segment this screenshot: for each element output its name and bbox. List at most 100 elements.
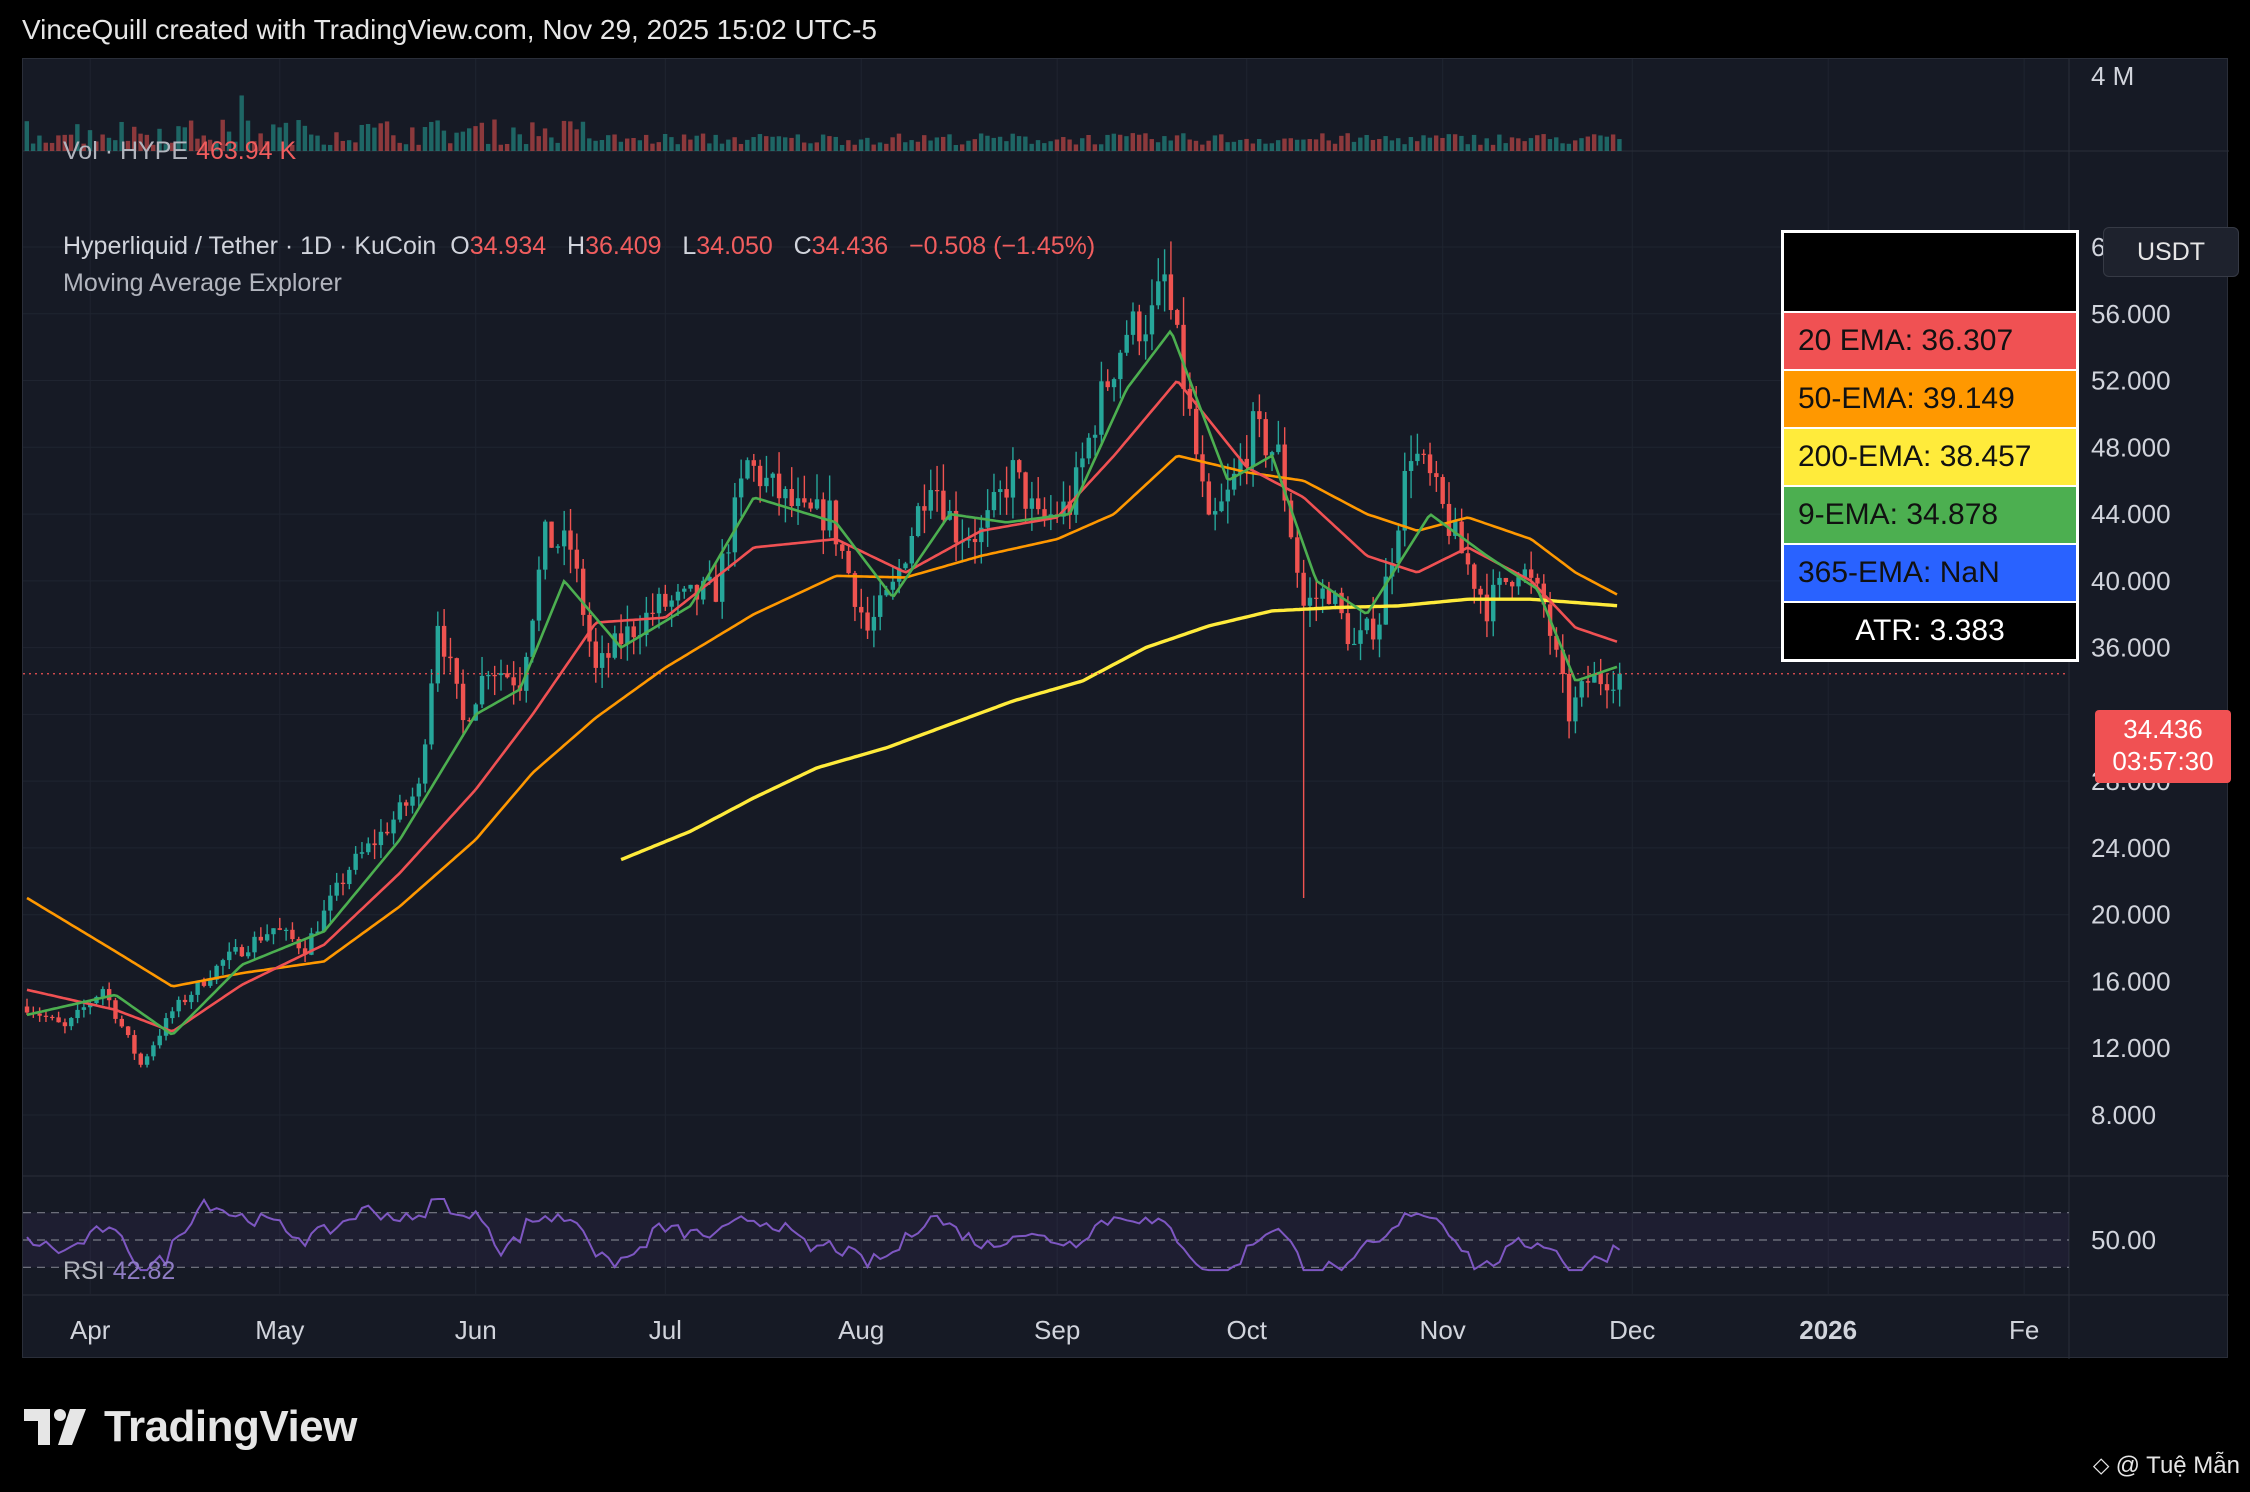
candle	[258, 927, 264, 944]
volume-bar	[915, 141, 921, 151]
candle	[1307, 577, 1313, 628]
volume-bar	[37, 135, 42, 151]
volume-bar	[1086, 134, 1091, 151]
candle	[1257, 394, 1262, 438]
candle	[359, 842, 365, 859]
rsi-line	[26, 1197, 1621, 1272]
candle	[182, 994, 188, 1006]
candle	[903, 561, 908, 571]
volume-bar	[1080, 138, 1085, 151]
candle	[290, 922, 295, 942]
volume-bar	[972, 139, 977, 151]
volume-bar	[1181, 133, 1186, 151]
volume-bar	[1099, 144, 1104, 151]
candle	[328, 885, 333, 923]
candle	[56, 1011, 61, 1023]
volume-bar	[801, 142, 807, 151]
volume-bar	[1061, 137, 1066, 151]
volume-bar	[606, 135, 611, 151]
volume-bar	[783, 137, 788, 151]
candle	[1042, 497, 1047, 527]
volume-bar	[1497, 134, 1502, 151]
volume-bar	[252, 141, 257, 151]
volume-bar	[1016, 136, 1022, 151]
candle	[189, 991, 194, 1009]
volume-bar	[1301, 139, 1306, 151]
candle	[1491, 569, 1496, 637]
rsi-label[interactable]: RSI 42.82	[63, 1257, 176, 1285]
rsi-axis-label: 50.00	[2091, 1225, 2156, 1255]
candle	[1440, 474, 1445, 509]
tradingview-logo[interactable]: TradingView	[24, 1402, 357, 1452]
volume-bar	[87, 130, 93, 151]
candle	[454, 657, 459, 699]
volume-bar	[580, 121, 586, 151]
candle	[934, 465, 940, 512]
volume-bar	[877, 142, 883, 151]
candle	[688, 584, 693, 592]
volume-bar	[81, 143, 86, 151]
volume-bar	[1035, 140, 1041, 151]
candle	[1339, 587, 1344, 620]
candle	[808, 498, 813, 512]
volume-bar	[283, 122, 289, 151]
volume-bar	[1427, 137, 1433, 151]
candle	[239, 944, 245, 958]
indicator-name[interactable]: Moving Average Explorer	[63, 269, 342, 297]
volume-bar	[884, 143, 889, 151]
volume-bar	[1433, 135, 1439, 151]
volume-bar	[1471, 134, 1477, 151]
candle	[264, 924, 270, 942]
volume-bar	[1516, 138, 1521, 151]
candle	[176, 996, 181, 1018]
candle	[644, 596, 649, 647]
y-tick-label: 44.000	[2091, 499, 2171, 529]
candle	[1010, 447, 1016, 519]
candle	[233, 939, 238, 955]
candle	[246, 945, 251, 959]
volume-bar	[700, 133, 706, 151]
candle	[1200, 435, 1205, 498]
volume-bar	[1579, 138, 1584, 151]
volume-bar	[1320, 133, 1325, 151]
candle	[1465, 533, 1471, 575]
chart-frame[interactable]: 60.00056.00052.00048.00044.00040.00036.0…	[22, 58, 2239, 1359]
volume-bar	[1560, 143, 1565, 151]
volume-bar	[359, 124, 364, 151]
high-value: 36.409	[585, 232, 662, 260]
volume-bar	[441, 130, 447, 151]
candle	[422, 739, 428, 793]
candle	[302, 940, 308, 963]
volume-bar	[384, 121, 390, 151]
volume-bar	[49, 142, 55, 151]
volume-bar	[1421, 135, 1426, 151]
candle	[1017, 458, 1022, 479]
candle	[1168, 241, 1174, 320]
candle	[100, 986, 106, 1006]
volume-bar	[1212, 135, 1218, 151]
candle	[1080, 442, 1085, 485]
candlesticks	[24, 241, 1622, 1068]
volume-bar	[934, 137, 940, 151]
chart-canvas[interactable]: 60.00056.00052.00048.00044.00040.00036.0…	[23, 59, 2229, 1359]
candle	[1598, 658, 1603, 696]
candle	[915, 502, 921, 538]
volume-bar	[1004, 141, 1009, 151]
volume-bar	[1591, 134, 1597, 151]
y-tick-label: 36.000	[2091, 633, 2171, 663]
volume-bar	[1023, 136, 1028, 151]
volume-bar	[903, 142, 908, 151]
volume-bar	[681, 134, 687, 151]
volume-bar	[233, 141, 238, 151]
currency-button[interactable]: USDT	[2103, 227, 2239, 277]
candle	[479, 656, 485, 709]
volume-bar	[959, 144, 965, 151]
volume-bar	[1200, 144, 1205, 151]
volume-bar	[1206, 140, 1211, 151]
volume-bar	[169, 142, 175, 151]
candle	[1383, 558, 1388, 625]
candle	[1023, 471, 1028, 524]
volume-bar	[549, 137, 554, 151]
legend-row: 365-EMA: NaN	[1784, 543, 2076, 601]
volume-bar	[1162, 136, 1167, 151]
